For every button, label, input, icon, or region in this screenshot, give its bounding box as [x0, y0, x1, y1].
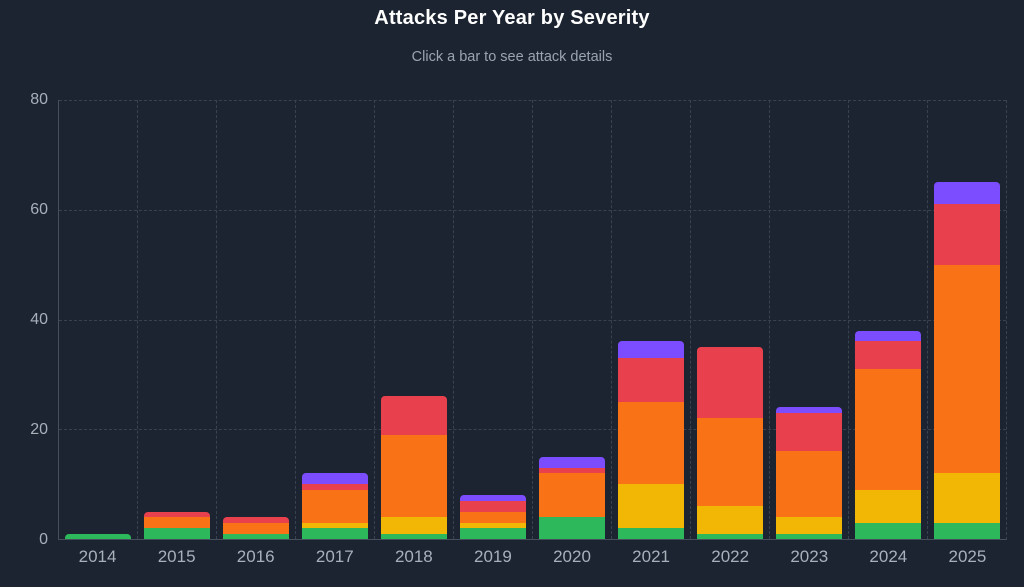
y-tick-label: 80 — [30, 91, 48, 108]
x-tick-label-2015: 2015 — [157, 547, 196, 566]
x-tick-label-2018: 2018 — [394, 547, 433, 566]
segment-severity-green-2023[interactable] — [776, 533, 842, 539]
segment-severity-red-2020[interactable] — [539, 467, 605, 474]
segment-severity-orange-2025[interactable] — [934, 264, 1000, 474]
segment-severity-purple-2020[interactable] — [539, 456, 605, 468]
x-tick-label-2020: 2020 — [553, 547, 591, 566]
chart-title: Attacks Per Year by Severity — [374, 7, 650, 29]
bar-2014[interactable] — [65, 100, 131, 539]
segment-severity-purple-2025[interactable] — [934, 182, 1000, 205]
bar-slot-2024 — [848, 100, 927, 539]
segment-severity-green-2022[interactable] — [697, 533, 763, 539]
bar-slot-2015 — [137, 100, 216, 539]
bar-2015[interactable] — [144, 100, 210, 539]
segment-severity-yellow-2024[interactable] — [855, 489, 921, 523]
bar-slot-2023 — [769, 100, 848, 539]
segment-severity-red-2017[interactable] — [302, 484, 368, 490]
bar-2018[interactable] — [381, 100, 447, 539]
segment-severity-purple-2024[interactable] — [855, 330, 921, 342]
segment-severity-green-2019[interactable] — [460, 528, 526, 539]
bar-slot-2025 — [927, 100, 1006, 539]
segment-severity-green-2018[interactable] — [381, 533, 447, 539]
segment-severity-orange-2021[interactable] — [618, 401, 684, 485]
stacked-bar-chart: 0 20 40 60 80 2014 2015 2016 2017 2018 2019 2020 20… — [30, 91, 1007, 566]
segment-severity-green-2021[interactable] — [618, 528, 684, 539]
bar-2019[interactable] — [460, 100, 526, 539]
x-tick-label-2022: 2022 — [711, 547, 750, 566]
bar-slot-2018 — [374, 100, 453, 539]
plot-area — [58, 100, 1007, 540]
segment-severity-purple-2021[interactable] — [618, 341, 684, 358]
bar-2023[interactable] — [776, 100, 842, 539]
x-tick-label-2017: 2017 — [315, 547, 354, 566]
bar-slot-2017 — [295, 100, 374, 539]
segment-severity-red-2015[interactable] — [144, 511, 210, 518]
segment-severity-orange-2017[interactable] — [302, 489, 368, 523]
segment-severity-green-2020[interactable] — [539, 517, 605, 539]
x-tick-label-2024: 2024 — [869, 547, 908, 566]
y-tick-label: 20 — [30, 421, 48, 438]
y-tick-label: 60 — [30, 201, 48, 218]
bar-2022[interactable] — [697, 100, 763, 539]
x-tick-label-2014: 2014 — [78, 547, 117, 566]
x-axis: 2014 2015 2016 2017 2018 2019 2020 2021 2022 2023… — [58, 547, 1007, 567]
segment-severity-yellow-2025[interactable] — [934, 473, 1000, 523]
x-tick-label-2016: 2016 — [236, 547, 275, 566]
segment-severity-yellow-2022[interactable] — [697, 506, 763, 534]
segment-severity-orange-2016[interactable] — [223, 522, 289, 534]
segment-severity-green-2017[interactable] — [302, 528, 368, 539]
segment-severity-green-2015[interactable] — [144, 528, 210, 539]
segment-severity-green-2016[interactable] — [223, 533, 289, 539]
segment-severity-orange-2023[interactable] — [776, 451, 842, 518]
x-tick-label-2025: 2025 — [948, 547, 987, 566]
segment-severity-yellow-2017[interactable] — [302, 522, 368, 529]
x-tick-label-2023: 2023 — [790, 547, 829, 566]
segment-severity-red-2021[interactable] — [618, 357, 684, 402]
bar-2017[interactable] — [302, 100, 368, 539]
segment-severity-purple-2023[interactable] — [776, 407, 842, 413]
segment-severity-red-2023[interactable] — [776, 412, 842, 452]
segment-severity-red-2016[interactable] — [223, 517, 289, 523]
segment-severity-green-2025[interactable] — [934, 522, 1000, 539]
bar-slot-2022 — [690, 100, 769, 539]
bar-2020[interactable] — [539, 100, 605, 539]
bar-2025[interactable] — [934, 100, 1000, 539]
bar-2016[interactable] — [223, 100, 289, 539]
segment-severity-orange-2022[interactable] — [697, 418, 763, 507]
segment-severity-red-2019[interactable] — [460, 500, 526, 512]
segment-severity-yellow-2018[interactable] — [381, 517, 447, 534]
segment-severity-green-2024[interactable] — [855, 522, 921, 539]
y-tick-label: 0 — [39, 531, 48, 548]
bar-2024[interactable] — [855, 100, 921, 539]
segment-severity-red-2024[interactable] — [855, 341, 921, 369]
segment-severity-red-2022[interactable] — [697, 346, 763, 419]
segment-severity-purple-2017[interactable] — [302, 473, 368, 485]
y-axis: 0 20 40 60 80 — [6, 91, 48, 548]
segment-severity-purple-2019[interactable] — [460, 495, 526, 501]
segment-severity-orange-2018[interactable] — [381, 434, 447, 518]
chart-subtitle: Click a bar to see attack details — [411, 49, 613, 65]
segment-severity-yellow-2019[interactable] — [460, 522, 526, 529]
segment-severity-green-2014[interactable] — [65, 533, 131, 539]
bar-slot-2014 — [59, 100, 137, 539]
y-tick-label: 40 — [30, 311, 48, 328]
segment-severity-orange-2019[interactable] — [460, 511, 526, 523]
x-tick-label-2021: 2021 — [632, 547, 670, 566]
segment-severity-yellow-2023[interactable] — [776, 517, 842, 534]
bar-slot-2020 — [532, 100, 611, 539]
bar-slot-2019 — [453, 100, 532, 539]
bar-2021[interactable] — [618, 100, 684, 539]
bar-slot-2021 — [611, 100, 690, 539]
segment-severity-orange-2020[interactable] — [539, 473, 605, 518]
segment-severity-orange-2015[interactable] — [144, 517, 210, 529]
x-tick-label-2019: 2019 — [474, 547, 512, 566]
segment-severity-red-2018[interactable] — [381, 396, 447, 435]
segment-severity-yellow-2021[interactable] — [618, 484, 684, 529]
segment-severity-orange-2024[interactable] — [855, 368, 921, 490]
segment-severity-red-2025[interactable] — [934, 204, 1000, 265]
bar-slot-2016 — [216, 100, 295, 539]
